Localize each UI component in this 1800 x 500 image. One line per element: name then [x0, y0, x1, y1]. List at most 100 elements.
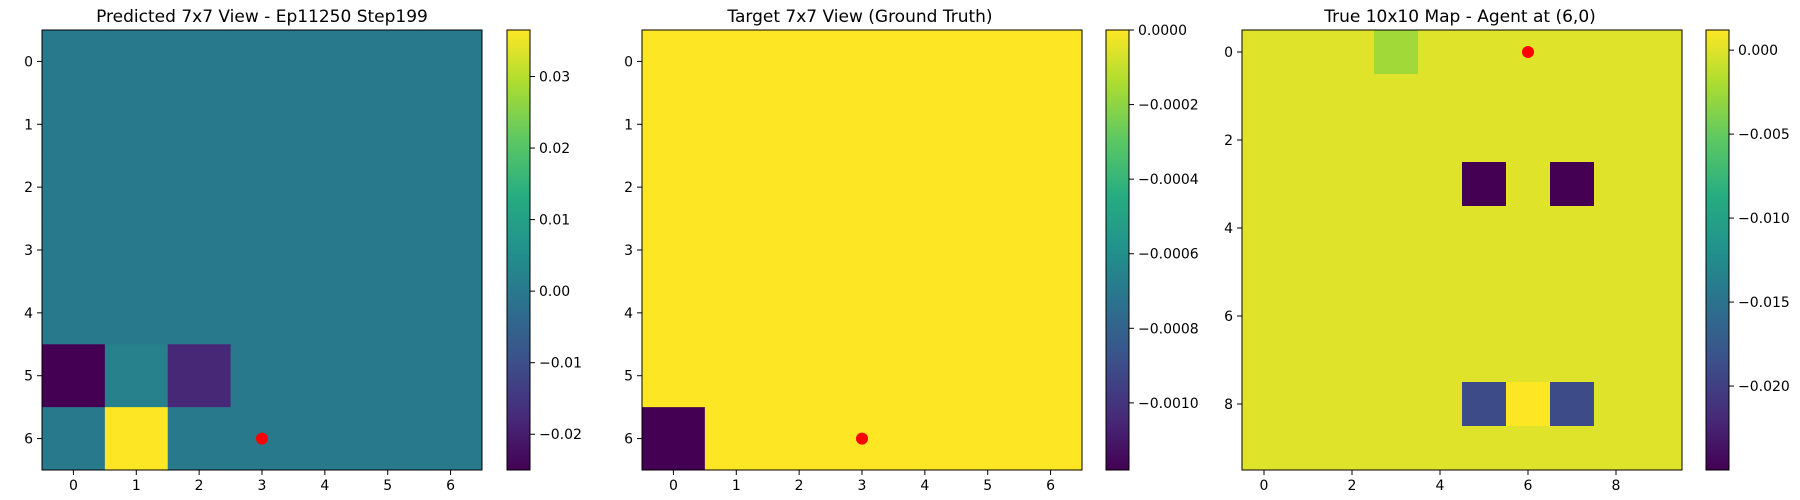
heatmap-cell [167, 30, 232, 94]
heatmap-cell [1594, 206, 1639, 251]
x-tick-label: 1 [732, 478, 741, 494]
heatmap-cell [1462, 338, 1507, 383]
heatmap-cell [1506, 294, 1551, 339]
heatmap-cell [1462, 382, 1507, 427]
heatmap-cell [704, 155, 769, 220]
colorbar-tick-label: −0.020 [1738, 379, 1790, 395]
heatmap-cell [356, 281, 420, 345]
heatmap-cell [642, 155, 706, 220]
y-tick-label: 1 [624, 117, 633, 133]
heatmap-cell [1550, 294, 1595, 339]
heatmap-cell [1506, 162, 1551, 207]
y-tick-label: 6 [624, 432, 633, 448]
heatmap-cell [956, 281, 1020, 345]
heatmap-cell [1418, 250, 1463, 295]
heatmap-cell [1594, 30, 1639, 75]
heatmap-cell [1286, 294, 1331, 339]
heatmap-cell [1242, 30, 1287, 75]
x-tick-label: 5 [383, 478, 392, 494]
heatmap-cell [419, 407, 483, 471]
heatmap-cell [893, 407, 957, 471]
heatmap-cell [1550, 250, 1595, 295]
heatmap-cell [1418, 118, 1463, 163]
heatmap-cell [230, 281, 294, 345]
heatmap-cell [1242, 426, 1287, 471]
heatmap-cell [1594, 338, 1639, 383]
heatmap-cell [167, 92, 232, 157]
heatmap-cell [830, 92, 894, 157]
heatmap-cell [1242, 382, 1287, 427]
y-tick-label: 8 [1224, 397, 1233, 413]
x-tick-label: 0 [69, 478, 78, 494]
y-axis: 0 2 4 6 8 [1224, 45, 1242, 413]
x-tick-label: 4 [920, 478, 929, 494]
heatmap-cell [1242, 294, 1287, 339]
heatmap-cell [1019, 281, 1083, 345]
heatmap-cell [1594, 250, 1639, 295]
heatmap-cell [1594, 294, 1639, 339]
heatmap-cell [956, 155, 1020, 220]
heatmap-cell [419, 281, 483, 345]
heatmap-cell [767, 344, 832, 408]
heatmap-cell [1330, 426, 1375, 471]
heatmap-cell [293, 30, 357, 94]
heatmap-cell [293, 281, 357, 345]
heatmap-cell [104, 218, 169, 282]
heatmap-cell [293, 155, 357, 220]
x-tick-label: 2 [795, 478, 804, 494]
heatmap-cell [104, 344, 169, 408]
heatmap-cell [1286, 382, 1331, 427]
heatmap-cell [1374, 162, 1419, 207]
heatmap-cell [1506, 426, 1551, 471]
y-tick-label: 1 [24, 117, 33, 133]
heatmap-cell [1462, 162, 1507, 207]
x-tick-label: 3 [858, 478, 867, 494]
agent-marker [856, 432, 868, 445]
x-tick-label: 1 [132, 478, 141, 494]
heatmap-cell [1374, 118, 1419, 163]
heatmap-cell [1330, 338, 1375, 383]
heatmap-cell [642, 92, 706, 157]
heatmap-cell [767, 155, 832, 220]
heatmap-cell [230, 30, 294, 94]
heatmap-cell [1286, 74, 1331, 119]
heatmap-cell [893, 218, 957, 282]
y-tick-label: 5 [24, 369, 33, 385]
heatmap-cell [1638, 250, 1683, 295]
x-tick-label: 8 [1612, 478, 1621, 494]
heatmap-cell [1418, 426, 1463, 471]
heatmap-cell [167, 344, 232, 408]
x-tick-label: 0 [669, 478, 678, 494]
heatmap-cell [1638, 426, 1683, 471]
x-tick-label: 2 [195, 478, 204, 494]
heatmap-cell [1330, 250, 1375, 295]
y-tick-label: 0 [1224, 45, 1233, 61]
heatmap-cell [356, 155, 420, 220]
heatmap-cell [1286, 250, 1331, 295]
heatmap-cell [293, 344, 357, 408]
heatmap-cell [1462, 118, 1507, 163]
heatmap-cell [1374, 426, 1419, 471]
heatmap-cell [104, 281, 169, 345]
heatmap-cell [1550, 426, 1595, 471]
heatmap-cell [704, 344, 769, 408]
y-axis: 0 1 2 3 4 5 6 [24, 54, 42, 448]
heatmap-cell [42, 155, 106, 220]
x-tick-label: 6 [1046, 478, 1055, 494]
heatmap-cell [42, 92, 106, 157]
heatmap-cell [1374, 74, 1419, 119]
heatmap-cell [767, 407, 832, 471]
heatmap-cell [1019, 344, 1083, 408]
heatmap-cell [1019, 218, 1083, 282]
colorbar-gradient [1105, 29, 1130, 471]
heatmap-cell [704, 218, 769, 282]
heatmap-cell [830, 218, 894, 282]
panel-title: Target 7x7 View (Ground Truth) [726, 7, 992, 27]
heatmap-cell [1638, 74, 1683, 119]
heatmap-cell [1418, 74, 1463, 119]
heatmap-cell [356, 218, 420, 282]
heatmap-cell [1374, 206, 1419, 251]
heatmap-cell [167, 218, 232, 282]
heatmap-cell [104, 30, 169, 94]
